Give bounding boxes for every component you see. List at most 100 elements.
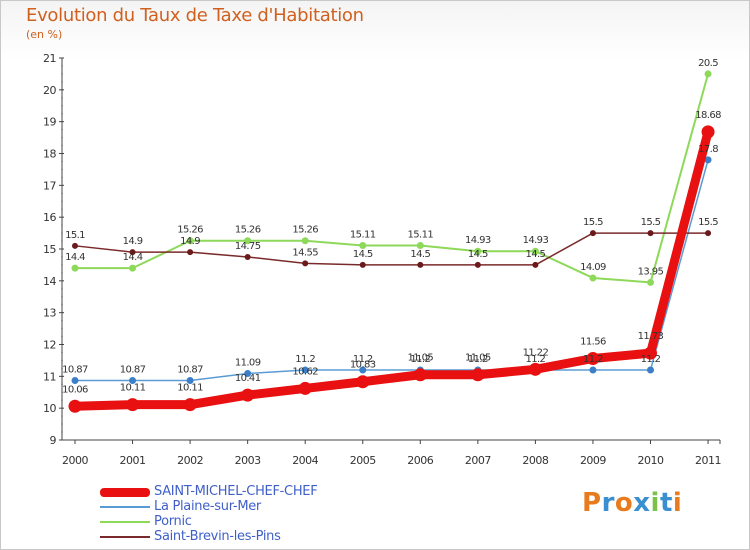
logo-letter: t [659, 488, 673, 518]
x-tick-label: 2005 [350, 454, 376, 467]
data-label: 15.5 [641, 217, 661, 228]
data-label: 14.09 [580, 262, 606, 273]
data-label: 14.93 [465, 235, 491, 246]
y-tick-label: 20 [43, 84, 56, 97]
logo-letter: i [672, 488, 683, 518]
data-point [186, 237, 194, 245]
logo-letter: r [601, 488, 615, 518]
data-point [647, 278, 654, 286]
data-label: 11.09 [235, 357, 261, 368]
data-label: 14.9 [180, 236, 200, 247]
series-layer [68, 70, 715, 413]
data-label: 10.87 [177, 364, 203, 375]
data-point [531, 247, 539, 255]
series-saint-brevin-les-pins [72, 230, 712, 268]
x-tick-label: 2006 [407, 454, 433, 467]
data-label: 11.22 [523, 347, 549, 358]
data-label: 14.4 [123, 252, 143, 263]
legend-swatch [100, 487, 150, 497]
y-tick-label: 16 [43, 211, 56, 224]
data-label: 11.73 [638, 331, 664, 342]
y-tick-label: 10 [43, 402, 56, 415]
data-point [68, 399, 82, 413]
data-label: 11.05 [465, 353, 491, 364]
y-tick-label: 17 [43, 179, 56, 192]
data-label: 10.11 [120, 383, 146, 394]
data-label: 15.1 [65, 230, 85, 241]
data-point [244, 369, 252, 377]
logo-letter: x [633, 488, 651, 518]
data-label: 14.4 [65, 252, 85, 263]
data-point [474, 247, 482, 255]
legend-label: Pornic [154, 514, 192, 529]
series-la-plaine-sur-mer [71, 156, 712, 384]
data-point [413, 368, 427, 382]
data-label: 11.05 [407, 353, 433, 364]
y-tick-label: 9 [50, 434, 57, 447]
legend-swatch [100, 536, 150, 538]
data-label: 11.2 [583, 354, 603, 365]
data-point [356, 375, 370, 389]
x-tick-label: 2002 [177, 454, 203, 467]
data-label: 15.5 [583, 217, 603, 228]
data-point [705, 230, 712, 237]
data-point [71, 376, 79, 384]
data-label: 10.41 [235, 373, 261, 384]
data-label: 18.68 [695, 110, 721, 121]
data-point [302, 260, 309, 267]
data-point [129, 249, 136, 256]
data-label: 15.26 [292, 225, 318, 236]
axes: 9 10 11 12 13 14 15 16 17 18 19 20 21 2000 2001 2002 200… [43, 52, 722, 467]
data-point [126, 398, 140, 412]
x-tick-label: 2011 [695, 454, 721, 467]
data-label: 10.11 [177, 383, 203, 394]
data-point [471, 368, 485, 382]
y-tick-label: 12 [43, 339, 56, 352]
data-point [241, 388, 255, 402]
chart-title: Evolution du Taux de Taxe d'Habitation [26, 5, 364, 26]
proxiti-logo: Proxiti [582, 488, 682, 518]
data-point [647, 230, 654, 237]
x-tick-label: 2003 [235, 454, 261, 467]
data-point [359, 366, 367, 374]
data-label: 14.93 [523, 235, 549, 246]
data-label: 11.2 [295, 354, 315, 365]
data-point [244, 237, 252, 245]
data-label: 20.5 [698, 58, 718, 69]
data-label: 11.2 [468, 354, 488, 365]
data-point [704, 70, 712, 78]
data-point [417, 261, 424, 268]
data-label: 14.75 [235, 241, 261, 252]
data-point [589, 274, 597, 282]
data-point [187, 249, 194, 256]
data-point [589, 230, 596, 237]
data-label: 11.2 [641, 354, 661, 365]
x-tick-label: 2010 [638, 454, 664, 467]
x-tick-label: 2008 [522, 454, 548, 467]
series-line [74, 159, 709, 382]
data-label: 10.87 [120, 364, 146, 375]
legend-label: SAINT-MICHEL-CHEF-CHEF [154, 484, 318, 499]
logo-letter: o [614, 488, 634, 518]
data-label: 17.8 [698, 144, 718, 155]
y-tick-label: 14 [43, 275, 56, 288]
data-point [359, 241, 367, 249]
data-point [129, 376, 137, 384]
series-line [70, 127, 713, 411]
data-label: 13.95 [638, 266, 664, 277]
unit-label: (en %) [26, 28, 63, 41]
data-label: 15.5 [698, 217, 718, 228]
x-tick-label: 2007 [465, 454, 491, 467]
data-point [589, 366, 597, 374]
y-tick-label: 18 [43, 148, 56, 161]
data-point [416, 241, 424, 249]
legend-label: Saint-Brevin-les-Pins [154, 529, 281, 544]
data-point [704, 156, 712, 164]
data-label: 15.26 [177, 225, 203, 236]
data-point [186, 376, 194, 384]
data-point [474, 261, 481, 268]
legend-label: La Plaine-sur-Mer [154, 499, 261, 514]
x-tick-label: 2001 [120, 454, 146, 467]
series-pornic [71, 70, 712, 286]
